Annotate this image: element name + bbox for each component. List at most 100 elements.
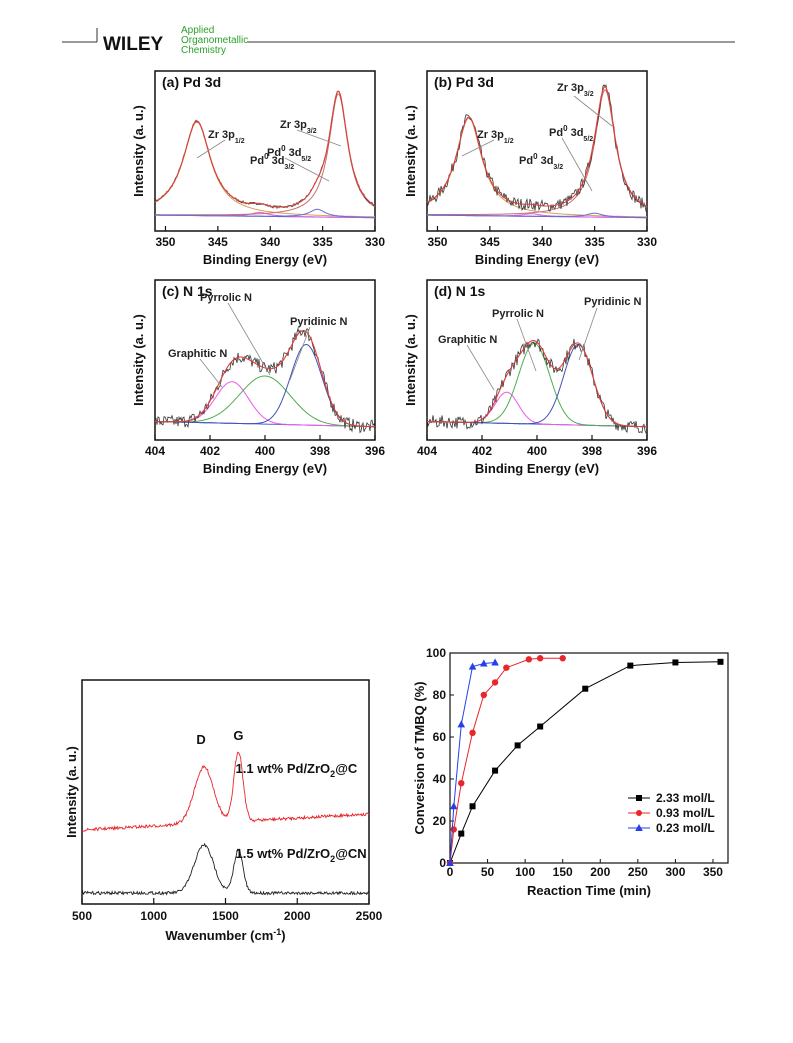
raman-series-line <box>81 751 370 832</box>
peak-label: Zr 3p1/2 <box>477 129 514 145</box>
raw-spectrum-line <box>426 84 648 213</box>
x-tick-label: 396 <box>637 444 657 458</box>
leader-line <box>461 139 495 157</box>
xps-panel-d: 404 402 400 398 396 Binding Energy (eV) Intens… <box>392 275 657 480</box>
x-axis-label: Wavenumber (cm-1) <box>165 927 285 943</box>
raw-spectrum-line <box>154 90 376 210</box>
y-axis-label: Conversion of TMBQ (%) <box>412 681 427 834</box>
plot-frame <box>81 679 370 905</box>
peak-label: Graphitic N <box>168 348 227 360</box>
x-axis-label: Binding Energy (eV) <box>203 461 327 476</box>
raw-spectrum-line <box>155 327 376 434</box>
legend-marker <box>636 795 642 801</box>
x-tick-label: 398 <box>582 444 602 458</box>
leader-line <box>561 137 593 192</box>
x-tick-label: 402 <box>472 444 492 458</box>
y-tick-label: 100 <box>426 646 446 660</box>
x-tick-label: 0 <box>447 865 454 879</box>
legend-marker <box>635 824 643 831</box>
x-tick-label: 400 <box>527 444 547 458</box>
data-point <box>492 767 499 774</box>
x-tick-label: 350 <box>427 235 447 249</box>
raman-panel: 500 1000 1500 2000 2500 Wavenumber (cm-1) Inte… <box>64 672 384 962</box>
leader-line <box>573 95 613 127</box>
x-tick-label: 500 <box>72 909 92 923</box>
fit-component-line <box>427 343 647 428</box>
y-axis-label: Intensity (a. u.) <box>131 105 146 197</box>
y-tick-label: 0 <box>439 856 446 870</box>
series-label: 1.1 wt% Pd/ZrO2@C <box>236 761 358 779</box>
series-line <box>449 662 496 864</box>
peak-label: Pyrrolic N <box>200 292 252 304</box>
kinetics-chart: 0 50 100 150 200 250 300 350 0 20 40 60 80 100 Reactio… <box>412 646 729 898</box>
x-tick-label: 402 <box>200 444 220 458</box>
y-axis-label: Intensity (a. u.) <box>403 105 418 197</box>
leader-line <box>466 344 495 391</box>
data-point <box>458 830 465 837</box>
envelope-fit-line <box>155 330 375 428</box>
panel-title: (a) Pd 3d <box>162 74 221 90</box>
legend-marker <box>636 810 642 816</box>
y-axis-label: Intensity (a. u.) <box>403 314 418 406</box>
y-axis-label: Intensity (a. u.) <box>131 314 146 406</box>
x-tick-label: 398 <box>310 444 330 458</box>
x-tick-label: 345 <box>208 235 228 249</box>
data-point <box>457 720 466 728</box>
kinetics-panel: 0 50 100 150 200 250 300 350 0 20 40 60 80 100 Reactio… <box>408 645 738 905</box>
peak-label: Pd0 3d5/2 <box>267 144 311 163</box>
x-tick-label: 345 <box>480 235 500 249</box>
data-point <box>672 659 679 666</box>
peak-label: Graphitic N <box>438 334 497 346</box>
x-tick-label: 350 <box>155 235 175 249</box>
x-axis-label: Binding Energy (eV) <box>475 461 599 476</box>
y-axis-label: Intensity (a. u.) <box>64 746 79 838</box>
fit-component-line <box>427 212 647 219</box>
leader-line <box>289 326 311 381</box>
series-line <box>449 661 721 864</box>
legend-label: 0.93 mol/L <box>656 806 715 820</box>
x-tick-label: 335 <box>313 235 333 249</box>
data-point <box>627 662 634 669</box>
data-point <box>559 655 566 662</box>
fit-component-line <box>155 381 375 428</box>
data-point <box>491 658 499 666</box>
y-tick-label: 60 <box>433 730 447 744</box>
series-label: 1.5 wt% Pd/ZrO2@CN <box>236 846 367 864</box>
x-tick-label: 100 <box>515 865 535 879</box>
peak-label: Zr 3p1/2 <box>208 129 245 145</box>
x-tick-label: 340 <box>532 235 552 249</box>
data-point <box>450 826 457 833</box>
x-tick-label: 150 <box>553 865 573 879</box>
raman-chart: 500 1000 1500 2000 2500 Wavenumber (cm-1) Inte… <box>64 679 383 943</box>
x-tick-label: 340 <box>260 235 280 249</box>
plot-frame <box>154 279 376 441</box>
x-tick-label: 335 <box>585 235 605 249</box>
y-tick-label: 40 <box>433 772 447 786</box>
peak-label: Zr 3p3/2 <box>280 119 317 135</box>
panel-title: (c) N 1s <box>162 283 213 299</box>
xps-chart-b: 350 345 340 335 330 Binding Energy (eV) Intens… <box>403 70 657 267</box>
data-point <box>582 685 589 692</box>
data-point <box>717 658 724 665</box>
data-point <box>468 662 477 670</box>
peak-label: Zr 3p3/2 <box>557 82 594 98</box>
peak-label-D: D <box>196 732 205 747</box>
peak-label: Pd0 3d3/2 <box>519 152 563 171</box>
peak-label: Pyridinic N <box>584 296 642 308</box>
x-tick-label: 200 <box>590 865 610 879</box>
data-point <box>525 656 533 663</box>
plot-frame <box>449 652 729 864</box>
legend-label: 0.23 mol/L <box>656 821 715 835</box>
envelope-fit-line <box>427 339 647 428</box>
fit-component-line <box>155 375 375 428</box>
x-axis-label: Binding Energy (eV) <box>203 252 327 267</box>
panel-title: (b) Pd 3d <box>434 74 494 90</box>
x-axis-label: Binding Energy (eV) <box>475 252 599 267</box>
leader-line <box>296 129 342 147</box>
leader-line <box>516 318 537 372</box>
header-graphics: WILEY Applied Organometallic Chemistry <box>62 25 735 56</box>
x-tick-label: 2000 <box>284 909 311 923</box>
leader-line <box>227 302 271 376</box>
data-point <box>446 859 454 866</box>
peak-label: Pyridinic N <box>290 316 348 328</box>
